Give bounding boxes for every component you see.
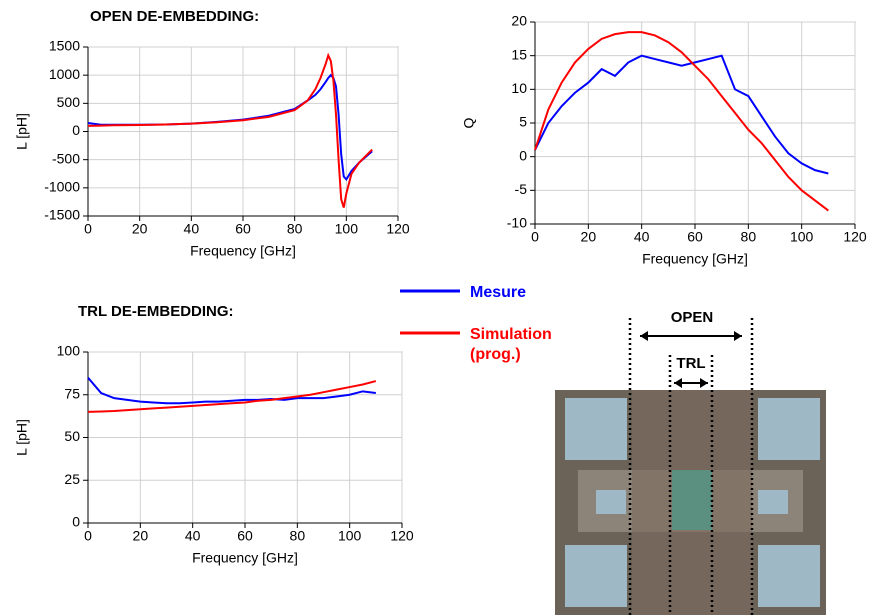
y-tick-label: 20 xyxy=(511,13,527,29)
series-line xyxy=(534,31,829,212)
series-line xyxy=(87,377,376,405)
y-tick-label: 500 xyxy=(57,94,81,110)
y-tick-label: 75 xyxy=(64,385,80,401)
x-tick-label: 40 xyxy=(185,528,201,544)
x-axis-title: Frequency [GHz] xyxy=(642,251,748,267)
y-axis-title: Q xyxy=(461,117,477,128)
x-tick-label: 100 xyxy=(790,229,814,245)
x-tick-label: 60 xyxy=(687,229,703,245)
x-tick-label: 60 xyxy=(237,528,253,544)
y-tick-label: 15 xyxy=(511,46,527,62)
x-tick-label: 120 xyxy=(386,221,410,237)
photo-label: OPEN xyxy=(671,309,714,326)
x-tick-label: 120 xyxy=(843,229,867,245)
series-line xyxy=(534,54,829,175)
x-tick-label: 60 xyxy=(235,221,251,237)
x-tick-label: 120 xyxy=(390,528,414,544)
heading: TRL DE-EMBEDDING: xyxy=(78,303,234,320)
x-tick-label: 80 xyxy=(290,528,306,544)
y-tick-label: -10 xyxy=(507,215,527,231)
x-axis-title: Frequency [GHz] xyxy=(192,550,298,566)
heading: OPEN DE-EMBEDDING: xyxy=(90,8,259,25)
y-tick-label: 10 xyxy=(511,80,527,96)
series-line xyxy=(87,380,377,413)
legend-entry: Simulation (prog.) xyxy=(470,326,552,363)
photo-label: TRL xyxy=(676,355,705,372)
x-axis-title: Frequency [GHz] xyxy=(190,243,296,259)
y-tick-label: 5 xyxy=(519,114,527,130)
y-tick-label: 50 xyxy=(64,428,80,444)
x-tick-label: 100 xyxy=(335,221,359,237)
legend-entry: Mesure xyxy=(470,284,527,301)
y-tick-label: 0 xyxy=(72,122,80,138)
y-tick-label: -1500 xyxy=(44,207,80,223)
chip-photo xyxy=(555,318,826,615)
series-line xyxy=(87,52,373,208)
x-tick-label: 20 xyxy=(133,528,149,544)
x-tick-label: 100 xyxy=(338,528,362,544)
x-tick-label: 0 xyxy=(84,528,92,544)
x-tick-label: 0 xyxy=(531,229,539,245)
x-tick-label: 0 xyxy=(84,221,92,237)
x-tick-label: 20 xyxy=(132,221,148,237)
y-tick-label: -5 xyxy=(515,181,528,197)
y-axis-title: L [pH] xyxy=(14,113,30,150)
x-tick-label: 80 xyxy=(287,221,303,237)
y-tick-label: 25 xyxy=(64,471,80,487)
x-tick-label: 40 xyxy=(184,221,200,237)
y-tick-label: 0 xyxy=(519,147,527,163)
y-axis-title: L [pH] xyxy=(14,419,30,456)
x-tick-label: 20 xyxy=(581,229,597,245)
y-tick-label: -500 xyxy=(52,150,80,166)
y-tick-label: -1000 xyxy=(44,179,80,195)
y-tick-label: 1500 xyxy=(49,38,80,54)
y-tick-label: 100 xyxy=(57,343,81,359)
y-tick-label: 1000 xyxy=(49,66,80,82)
x-tick-label: 80 xyxy=(741,229,757,245)
y-tick-label: 0 xyxy=(72,514,80,530)
x-tick-label: 40 xyxy=(634,229,650,245)
